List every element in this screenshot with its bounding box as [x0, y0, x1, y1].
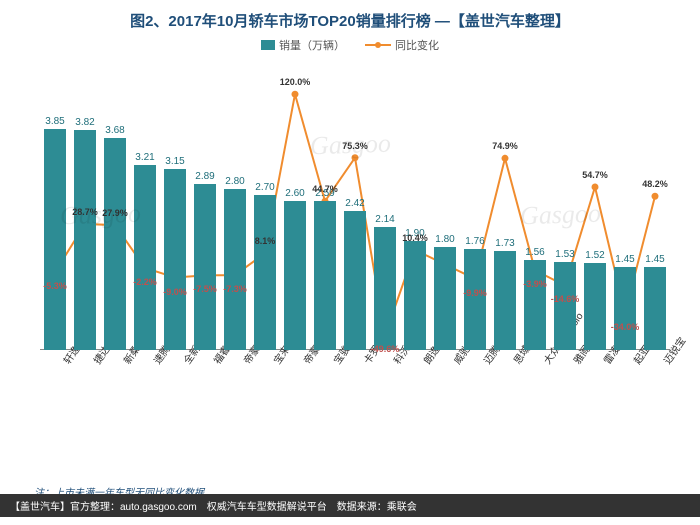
- bar: [344, 211, 366, 350]
- yoy-label: -3.9%: [523, 279, 547, 289]
- legend-bars: 销量（万辆）: [261, 37, 345, 53]
- bar: [584, 263, 606, 350]
- bar-value-label: 3.68: [95, 125, 135, 136]
- yoy-label: -9.0%: [163, 287, 187, 297]
- bar-value-label: 2.14: [365, 214, 405, 225]
- yoy-label: 74.9%: [492, 141, 518, 151]
- yoy-label: 48.2%: [642, 179, 668, 189]
- yoy-marker: [502, 155, 509, 162]
- watermark: Gasgoo: [310, 129, 392, 162]
- yoy-label: -14.6%: [551, 294, 580, 304]
- yoy-marker: [652, 193, 659, 200]
- bar: [494, 251, 516, 350]
- legend-line-swatch: [365, 39, 391, 51]
- bar-value-label: 1.45: [635, 254, 675, 265]
- bar: [194, 184, 216, 350]
- legend-bar-label: 销量（万辆）: [279, 37, 345, 53]
- bar: [554, 262, 576, 350]
- footer: 【盖世汽车】官方整理：auto.gasgoo.com 权威汽车车型数据解说平台 …: [0, 494, 700, 517]
- plot-area: 3.85轩逸-5.3%3.82捷达28.7%3.68新桑塔纳27.9%3.21速…: [40, 70, 670, 410]
- yoy-label: -7.5%: [193, 284, 217, 294]
- bar: [464, 249, 486, 350]
- legend-bar-swatch: [261, 40, 275, 50]
- bar: [224, 189, 246, 350]
- legend-line-label: 同比变化: [395, 37, 439, 53]
- yoy-label: -9.9%: [463, 288, 487, 298]
- bar: [44, 129, 66, 350]
- yoy-label: -34.0%: [611, 322, 640, 332]
- yoy-label: -2.2%: [133, 277, 157, 287]
- bar: [404, 241, 426, 350]
- bar: [374, 227, 396, 350]
- chart-title: 图2、2017年10月轿车市场TOP20销量排行榜 —【盖世汽车整理】: [0, 0, 700, 31]
- watermark: Gasgoo: [60, 199, 142, 232]
- bar: [104, 138, 126, 350]
- legend: 销量（万辆） 同比变化: [0, 37, 700, 53]
- bar: [164, 169, 186, 350]
- bar: [284, 201, 306, 351]
- yoy-marker: [592, 184, 599, 191]
- yoy-label: 8.1%: [255, 236, 276, 246]
- yoy-marker: [292, 91, 299, 98]
- bar: [524, 260, 546, 350]
- yoy-label: -49.6%: [371, 344, 400, 354]
- bar: [614, 267, 636, 350]
- yoy-label: 10.4%: [402, 233, 428, 243]
- yoy-label: -7.3%: [223, 284, 247, 294]
- bar: [434, 247, 456, 351]
- watermark: Gasgoo: [520, 199, 602, 232]
- bar: [74, 130, 96, 350]
- yoy-label: -5.3%: [43, 281, 67, 291]
- bar: [134, 165, 156, 350]
- legend-line: 同比变化: [365, 37, 439, 53]
- yoy-label: 120.0%: [280, 77, 311, 87]
- bar: [644, 267, 666, 350]
- bar: [314, 201, 336, 350]
- bar-value-label: 3.15: [155, 156, 195, 167]
- yoy-label: 44.7%: [312, 184, 338, 194]
- yoy-label: 54.7%: [582, 170, 608, 180]
- bar-value-label: 2.42: [335, 198, 375, 209]
- bar: [254, 195, 276, 350]
